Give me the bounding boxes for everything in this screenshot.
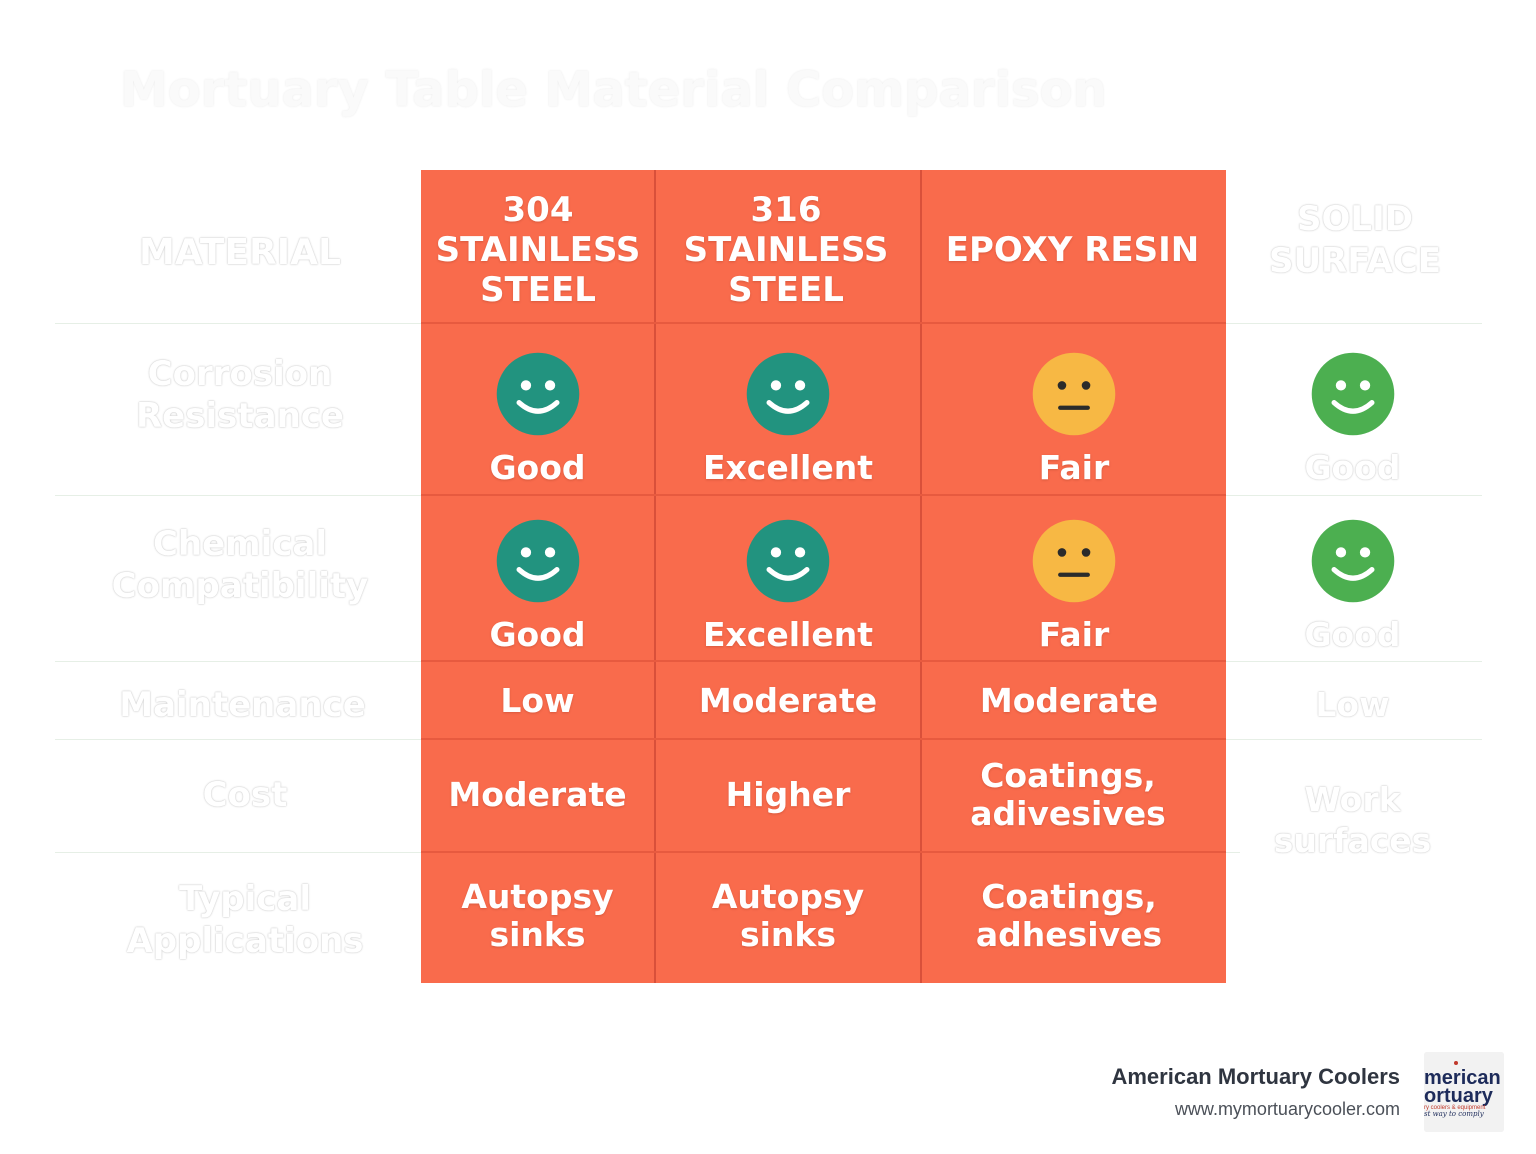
column-divider: [654, 170, 656, 983]
row-divider: [421, 738, 1226, 740]
rating-text: Excellent: [702, 447, 874, 487]
rating-cell: Excellent: [656, 502, 920, 657]
maintenance-cell: Low: [1315, 685, 1390, 725]
rating-cell: Fair: [922, 335, 1226, 490]
column-header-solid-surface: SOLID SURFACE: [1268, 198, 1442, 282]
happy-face-icon: [746, 352, 830, 435]
rating-cell: Good: [421, 335, 654, 490]
logo-word-2: ortuary: [1424, 1085, 1494, 1107]
rating-cell: Good: [1240, 335, 1465, 490]
maintenance-cell: Moderate: [979, 681, 1159, 720]
column-divider: [920, 170, 922, 983]
neutral-face-icon: [1032, 352, 1116, 435]
row-divider: [421, 494, 1226, 496]
happy-face-icon: [496, 352, 579, 435]
cost-cell: Work surfaces: [1273, 779, 1432, 860]
rating-text: Good: [489, 447, 586, 487]
happy-face-icon: [746, 519, 830, 602]
rating-text: Fair: [1038, 614, 1110, 654]
row-label-applications: Typical Applications: [126, 878, 364, 962]
happy-face-icon: [1311, 519, 1394, 602]
applications-cell: Coatings, adhesives: [975, 877, 1163, 954]
maintenance-cell: Moderate: [698, 681, 878, 720]
row-divider: [421, 851, 1226, 853]
neutral-face-icon: [1032, 519, 1116, 602]
rating-text: Good: [1304, 447, 1401, 487]
happy-face-icon: [1311, 352, 1394, 435]
applications-cell: Autopsy sinks: [461, 877, 614, 954]
row-label-maintenance: Maintenance: [119, 684, 366, 725]
column-header-304: 304 STAINLESS STEEL: [435, 190, 641, 310]
row-divider: [421, 322, 1226, 324]
rating-text: Good: [1304, 614, 1401, 654]
column-header-epoxy: EPOXY RESIN: [945, 230, 1200, 270]
rating-cell: Good: [1240, 502, 1465, 657]
row-divider: [421, 660, 1226, 662]
column-header-316: 316 STAINLESS STEEL: [683, 190, 889, 310]
row-label-chemical: Chemical Compatibility: [111, 523, 369, 607]
logo-slogan: st way to comply: [1424, 1110, 1485, 1118]
rating-cell: Excellent: [656, 335, 920, 490]
logo-word-1: merican: [1424, 1067, 1501, 1089]
ghost-title: Mortuary Table Material Comparison: [120, 62, 1107, 118]
cost-cell: Coatings, adivesives: [970, 756, 1166, 833]
rating-text: Fair: [1038, 447, 1110, 487]
brand-logo: merican ortuary ry coolers & equipment s…: [1424, 1052, 1504, 1132]
brand-url: www.mymortuarycooler.com: [1174, 1099, 1400, 1119]
applications-cell: Autopsy sinks: [711, 877, 865, 954]
happy-face-icon: [496, 519, 579, 602]
cost-cell: Higher: [725, 775, 851, 814]
row-label-material: MATERIAL: [139, 231, 341, 273]
cost-cell: Moderate: [448, 775, 627, 814]
brand-logo-icon: merican ortuary ry coolers & equipment s…: [1424, 1052, 1504, 1132]
brand-name: American Mortuary Coolers: [1111, 1064, 1400, 1089]
row-label-cost: Cost: [202, 774, 288, 815]
row-label-corrosion: Corrosion Resistance: [136, 353, 344, 437]
rating-cell: Good: [421, 502, 654, 657]
rating-text: Good: [489, 614, 586, 654]
logo-tagline: ry coolers & equipment: [1424, 1105, 1486, 1111]
maintenance-cell: Low: [500, 681, 575, 720]
rating-text: Excellent: [702, 614, 874, 654]
rating-cell: Fair: [922, 502, 1226, 657]
